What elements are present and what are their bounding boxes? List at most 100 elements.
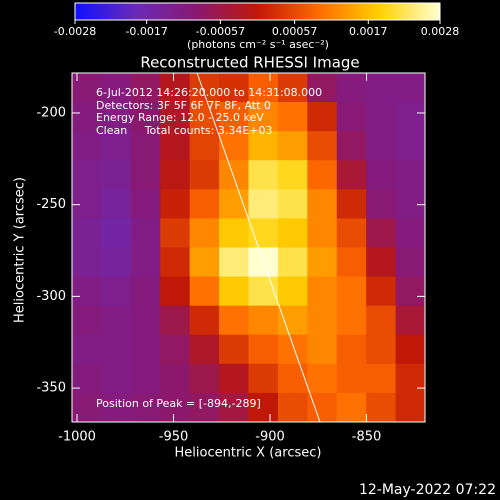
heat-cell: [189, 276, 220, 307]
heat-cell: [101, 247, 132, 278]
heat-cell: [307, 160, 338, 190]
heat-cell: [130, 102, 161, 132]
heat-cell: [101, 73, 132, 103]
heat-cell: [72, 102, 102, 132]
heat-cell: [72, 276, 102, 307]
heat-cell: [248, 363, 279, 394]
colorbar-tick-label: 0.0017: [349, 25, 388, 38]
heat-cell: [189, 131, 220, 161]
heat-cell: [160, 218, 191, 248]
y-tick-label: -200: [36, 105, 66, 120]
heat-cell: [248, 102, 279, 132]
limb-line: [196, 73, 321, 422]
heat-cell: [101, 102, 132, 132]
heat-cell: [189, 363, 220, 394]
heat-cell: [336, 102, 367, 132]
heat-cell: [307, 305, 338, 336]
heat-cell: [101, 392, 132, 422]
heat-cell: [219, 363, 249, 394]
x-axis-label: Heliocentric X (arcsec): [175, 446, 322, 461]
heat-cell: [336, 189, 367, 219]
heat-cell: [160, 276, 191, 307]
heat-cell: [366, 189, 397, 219]
heat-cell: [307, 73, 338, 103]
heat-cell: [101, 189, 132, 219]
heat-cell: [336, 160, 367, 190]
y-tick-label: -300: [36, 289, 66, 304]
heat-cell: [277, 247, 308, 278]
heat-cell: [72, 218, 102, 248]
heat-cell: [248, 189, 279, 219]
heat-cell: [366, 276, 397, 307]
heat-cell: [307, 131, 338, 161]
heat-cell: [130, 131, 161, 161]
y-tick-label: -350: [36, 381, 66, 396]
heat-cell: [395, 392, 425, 422]
heat-cell: [219, 276, 249, 307]
heat-cell: [366, 102, 397, 132]
heat-cell: [189, 305, 220, 336]
heat-cell: [130, 305, 161, 336]
heat-cell: [130, 218, 161, 248]
heat-cell: [160, 305, 191, 336]
heat-cell: [101, 218, 132, 248]
heat-cell: [189, 189, 220, 219]
heat-cell: [160, 73, 191, 103]
heat-cell: [366, 363, 397, 394]
heat-cell: [248, 73, 279, 103]
heat-cell: [130, 276, 161, 307]
heat-cell: [189, 247, 220, 278]
colorbar-tick-label: 0.00057: [272, 25, 318, 38]
heat-cell: [248, 334, 279, 365]
overlay: [71, 20, 441, 423]
heat-cell: [130, 247, 161, 278]
heat-cell: [189, 218, 220, 248]
heat-cell: [219, 218, 249, 248]
heat-cell: [160, 363, 191, 394]
heat-cell: [72, 131, 102, 161]
heat-cell: [395, 363, 425, 394]
heat-cell: [277, 392, 308, 422]
y-axis-label: Heliocentric Y (arcsec): [13, 177, 28, 323]
heat-cell: [72, 363, 102, 394]
heat-cell: [307, 102, 338, 132]
heat-cell: [366, 305, 397, 336]
heat-cell: [395, 334, 425, 365]
x-tick-label: -950: [159, 430, 189, 445]
heat-cell: [219, 247, 249, 278]
heatmap: [72, 73, 425, 422]
heat-cell: [307, 276, 338, 307]
heat-cell: [219, 392, 249, 422]
heat-cell: [101, 276, 132, 307]
heat-cell: [336, 392, 367, 422]
annotation: 6-Jul-2012 14:26:20.000 to 14:31:08.000: [96, 86, 322, 99]
annotation: Clean Total counts: 3.34E+03: [96, 124, 273, 137]
heat-cell: [160, 160, 191, 190]
heat-cell: [277, 334, 308, 365]
heat-cell: [395, 247, 425, 278]
heat-cell: [395, 160, 425, 190]
heat-cell: [130, 392, 161, 422]
heat-cell: [336, 276, 367, 307]
heat-cell: [219, 131, 249, 161]
heat-cell: [101, 363, 132, 394]
heat-cell: [366, 131, 397, 161]
heat-cell: [366, 160, 397, 190]
heat-cell: [277, 102, 308, 132]
heat-cell: [395, 276, 425, 307]
heat-cell: [101, 305, 132, 336]
colorbar-label: (photons cm⁻² s⁻¹ asec⁻²): [187, 38, 329, 51]
heat-cell: [366, 247, 397, 278]
heat-cell: [72, 189, 102, 219]
heat-cell: [248, 305, 279, 336]
heat-cell: [101, 160, 132, 190]
heat-cell: [160, 102, 191, 132]
heat-cell: [219, 102, 249, 132]
heat-cell: [277, 276, 308, 307]
heat-cell: [336, 305, 367, 336]
heat-cell: [160, 247, 191, 278]
heat-cell: [72, 334, 102, 365]
heat-cell: [248, 276, 279, 307]
heat-cell: [336, 218, 367, 248]
